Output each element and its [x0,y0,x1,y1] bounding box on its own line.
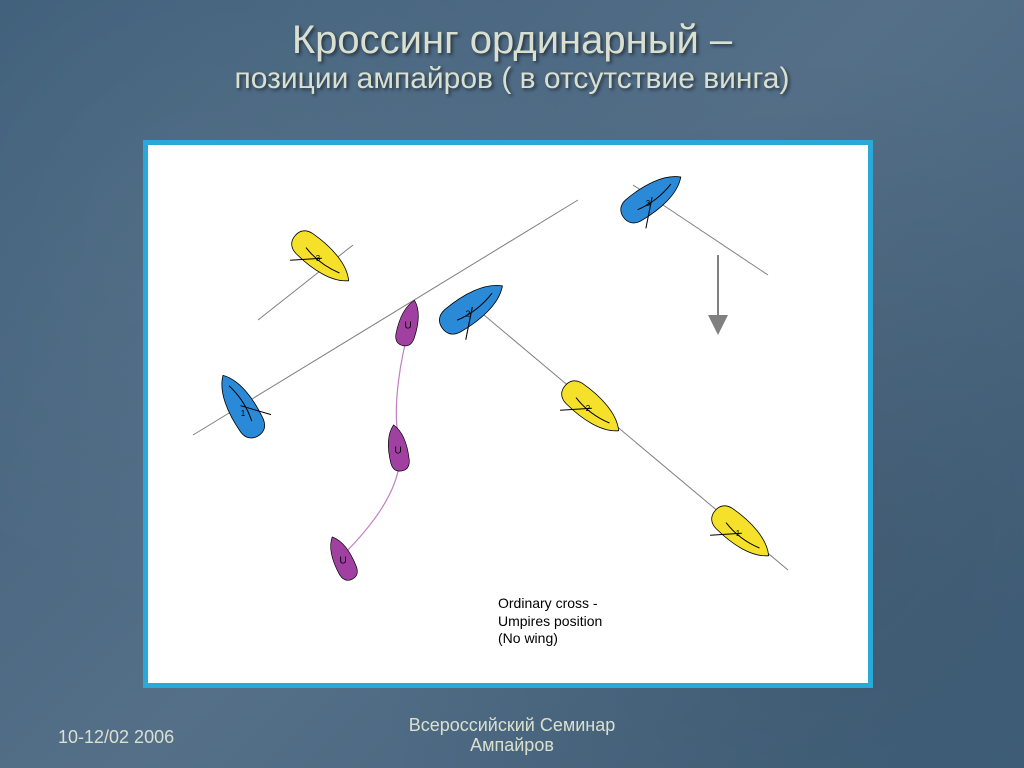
boat-yellow2: 2 [551,375,627,447]
diagram-frame: 1 2 3 1 2 3 U U U Ordinary cross - Umpires posit… [143,140,873,688]
caption-line: Umpires position [498,613,602,631]
slide: Кроссинг ординарный – позиции ампайров (… [0,0,1024,768]
boat-blue1: 1 [211,364,277,442]
boat-blue3: 3 [616,166,694,235]
caption-line: Ordinary cross - [498,595,602,613]
title-main: Кроссинг ординарный – [0,18,1024,62]
title-sub: позиции ампайров ( в отсутствие винга) [0,62,1024,95]
boat-ump1: U [324,533,361,583]
svg-text:1: 1 [736,529,741,538]
boat-yellow1: 1 [701,500,777,572]
svg-text:3: 3 [316,254,321,263]
svg-text:1: 1 [241,409,246,418]
diagram-caption: Ordinary cross - Umpires position (No wi… [498,595,602,648]
boat-ump3: U [393,298,424,348]
svg-text:U: U [404,320,411,331]
boat-yellow3: 3 [281,225,357,297]
footer-line: Всероссийский Семинар [0,715,1024,736]
slide-title: Кроссинг ординарный – позиции ампайров (… [0,0,1024,95]
boat-ump2: U [384,423,411,472]
boat-blue2: 2 [434,274,516,347]
svg-text:2: 2 [466,308,471,318]
svg-text:U: U [339,555,346,566]
svg-text:U: U [394,445,401,456]
footer-center: Всероссийский Семинар Ампайров [0,715,1024,756]
footer-line: Ампайров [0,735,1024,756]
caption-line: (No wing) [498,630,602,648]
svg-text:3: 3 [646,199,651,208]
svg-text:2: 2 [586,404,591,413]
